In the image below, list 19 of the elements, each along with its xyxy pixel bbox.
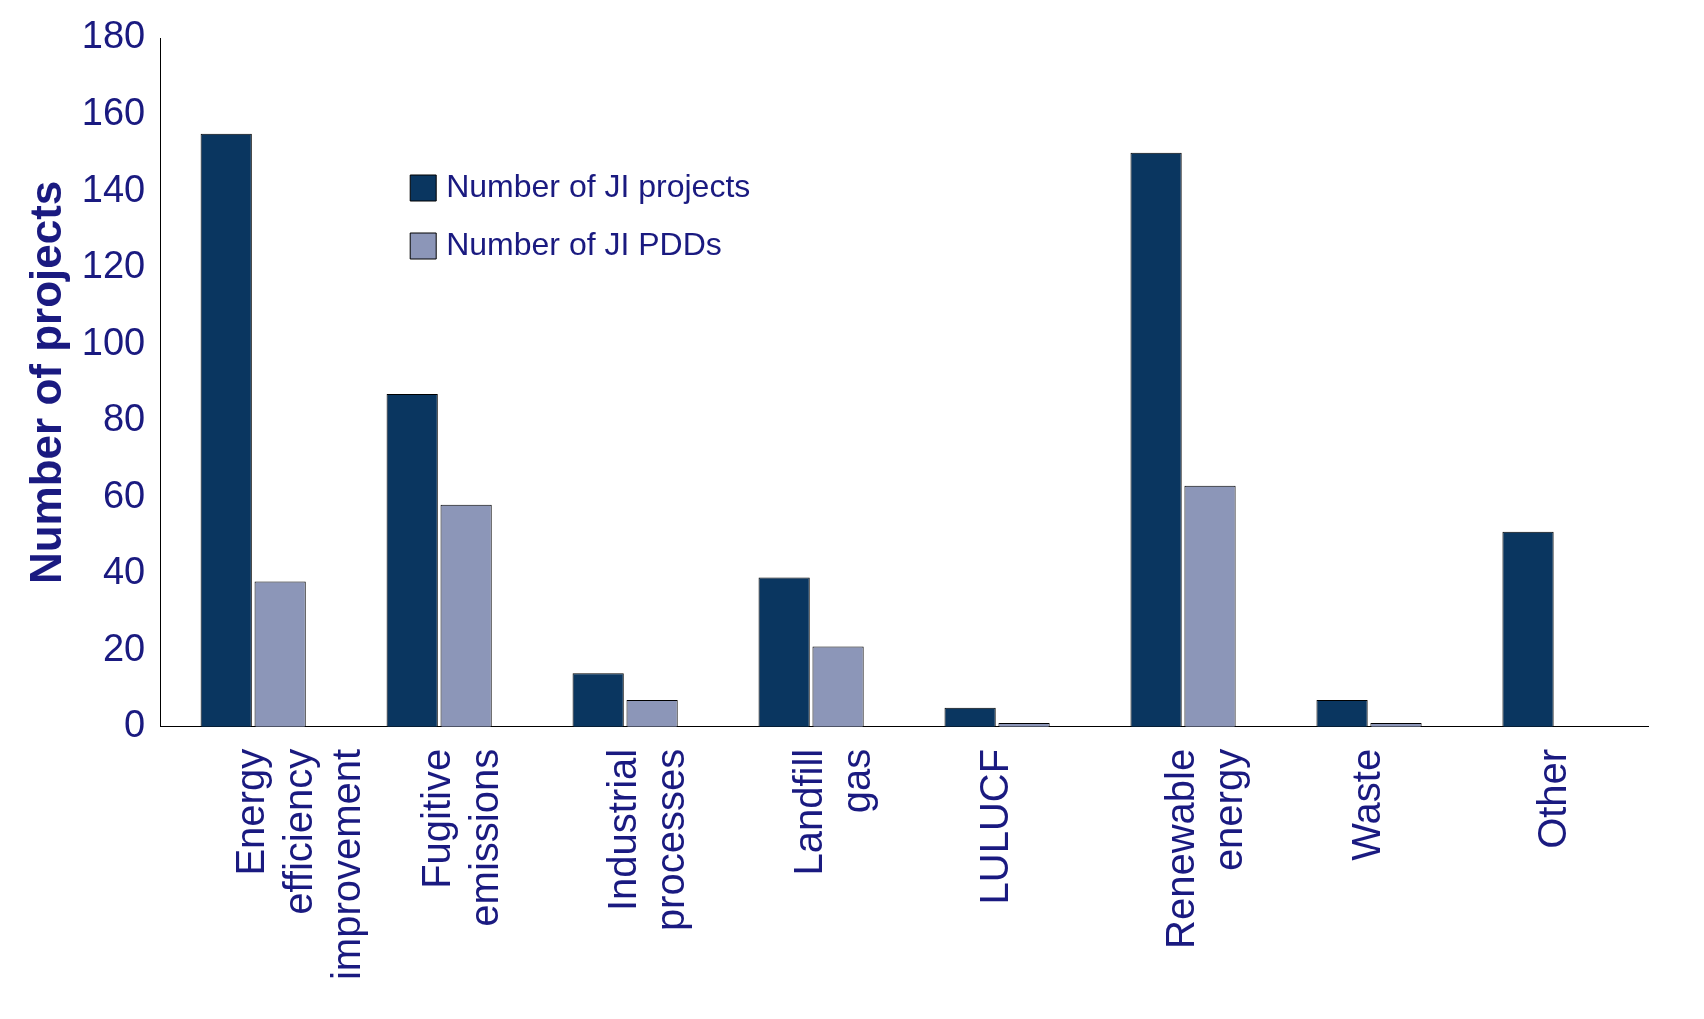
y-tick-label: 60 [102,473,146,516]
legend-label: Number of JI PDDs [446,225,722,262]
x-tick-label: Energy efficiency improvement [228,748,369,981]
y-tick-label: 20 [102,626,146,669]
x-tick-label: LULUCF [972,748,1017,905]
y-tick-label: 180 [81,14,146,57]
x-tick-label: Waste [1344,748,1389,861]
legend-label: Number of JI projects [446,167,751,204]
y-tick-label: 80 [102,397,146,440]
y-tick-label: 40 [102,550,146,593]
y-tick-label: 0 [124,703,146,746]
y-tick-label: 140 [81,167,146,210]
x-tick-label: Other [1530,748,1575,849]
y-tick-label: 100 [81,320,146,363]
x-tick-label: Renewable energy [1158,748,1251,949]
y-tick-label: 160 [81,91,146,134]
y-tick-label: 120 [81,244,146,287]
x-tick-label: Landfill gas [786,748,879,876]
y-axis-title: Number of projects [20,180,70,585]
